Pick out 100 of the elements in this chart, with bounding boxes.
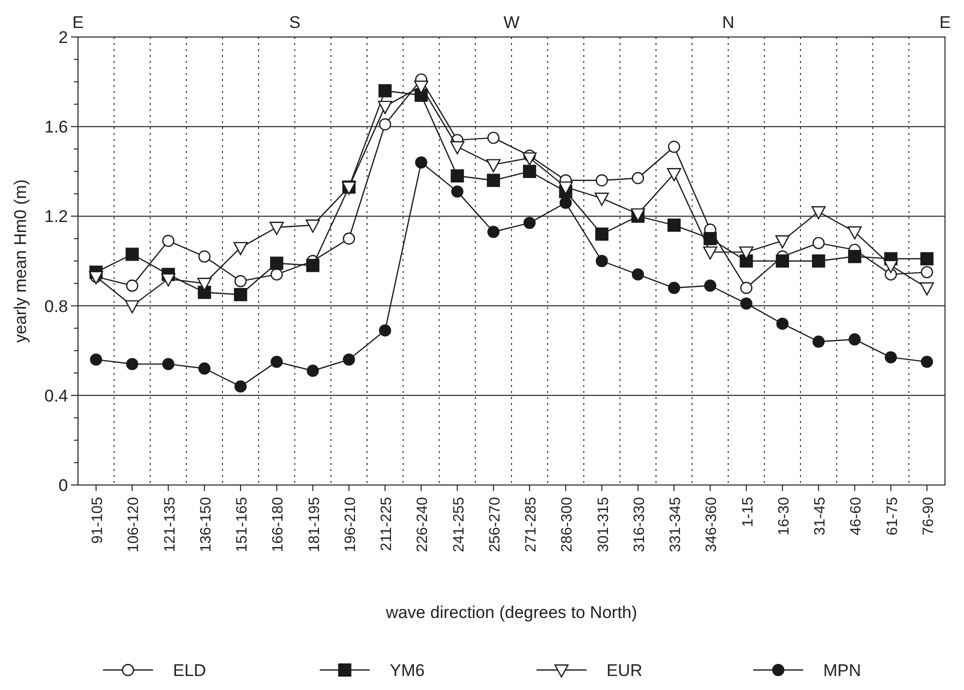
point [450,141,464,154]
point [306,220,320,233]
point [270,356,283,368]
point [451,185,464,198]
point [125,300,140,314]
point [848,250,862,264]
x-tick-label: 76-90 [920,497,937,536]
legend-label: EUR [606,660,642,680]
point [632,268,644,281]
text: E [939,13,951,32]
point [378,84,392,98]
point [558,181,573,195]
point [487,132,500,144]
point [595,228,608,241]
point [270,222,284,235]
point [342,232,356,245]
point [161,273,176,287]
x-tick-label: 136-150 [197,497,214,552]
text: W [503,13,520,32]
point [920,266,934,278]
x-tick-label: 106-120 [125,497,142,552]
point [740,297,752,310]
point [812,236,825,250]
x-tick-label: 181-195 [306,497,323,552]
y-tick-label: 0 [58,476,68,495]
point [234,380,247,393]
point [704,232,717,246]
point [270,256,284,270]
point [378,324,392,337]
point [596,254,608,268]
x-tick-label: 31-45 [812,497,829,536]
y-tick-label: 1.6 [44,118,68,137]
x-tick-label: 91-105 [89,497,106,544]
y-tick-label: 0.8 [44,296,68,316]
legend-label: MPN [823,660,862,680]
point [776,254,790,268]
point [667,218,681,232]
point [811,206,826,220]
y-tick-label: 1.2 [44,207,68,226]
point [560,196,572,209]
point [90,353,102,366]
x-tick-label: 241-255 [450,497,468,552]
point [740,282,752,294]
point [234,275,247,288]
legend-label: YM6 [390,660,425,680]
x-tick-label: 1-15 [739,497,756,528]
point [342,353,356,366]
y-tick-label: 0.4 [44,386,68,406]
point [884,351,897,364]
point [378,118,392,130]
point [666,168,682,182]
point [162,358,174,370]
point [523,216,536,230]
x-tick-label: 16-30 [775,497,792,536]
y-axis-title: yearly mean Hm0 (m) [11,179,30,343]
x-tick-label: 121-135 [161,497,178,552]
point [486,174,500,187]
point [126,358,138,370]
x-tick-label: 271-285 [522,497,540,552]
x-tick-label: 61-75 [884,497,901,536]
x-tick-label: 166-180 [270,497,287,552]
x-tick-label: 301-315 [594,497,612,552]
text: S [289,13,300,32]
point [920,252,934,266]
y-tick-label: 2 [58,28,68,47]
point [378,100,392,114]
x-tick-label: 316-330 [630,497,648,552]
point [487,226,500,238]
x-axis-title: wave direction (degrees to North) [384,603,638,622]
point [198,250,211,263]
point [522,152,537,166]
point [920,282,934,296]
point [306,258,320,272]
x-tick-label: 211-225 [378,497,396,551]
point [306,364,319,377]
point [415,156,428,169]
point [920,356,934,368]
point [450,169,464,182]
text: N [722,13,734,32]
point [775,235,790,248]
point [704,280,716,292]
x-tick-label: 226-240 [414,497,432,552]
x-tick-label: 196-210 [342,497,359,552]
point [197,278,212,291]
legend-label: ELD [173,660,206,680]
point [198,362,211,375]
x-tick-label: 286-300 [558,497,576,552]
point [668,282,680,294]
point [848,226,862,240]
point [270,268,283,281]
point [812,254,826,268]
point [632,172,644,184]
point [234,288,248,302]
point [414,80,428,94]
point [126,280,138,292]
point [848,333,861,346]
point [126,248,139,261]
x-tick-label: 256-270 [486,497,504,552]
text: E [72,13,84,32]
point [162,234,174,247]
